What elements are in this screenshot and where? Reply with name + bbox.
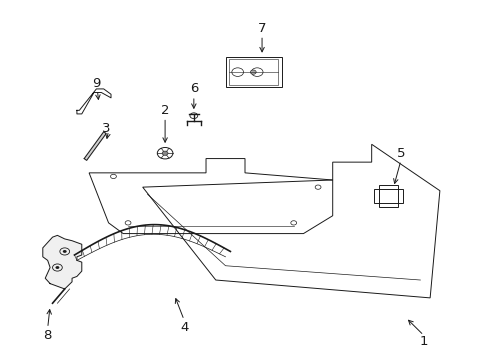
Text: 4: 4 — [180, 321, 188, 334]
Circle shape — [162, 151, 168, 156]
Bar — [229, 59, 278, 85]
Text: 1: 1 — [419, 335, 428, 348]
Polygon shape — [43, 235, 82, 289]
Text: 3: 3 — [102, 122, 110, 135]
Text: 5: 5 — [397, 147, 405, 160]
Text: 8: 8 — [44, 329, 52, 342]
Text: 2: 2 — [161, 104, 170, 117]
Text: 9: 9 — [92, 77, 100, 90]
Bar — [225, 57, 282, 87]
Circle shape — [55, 266, 59, 269]
Text: 7: 7 — [258, 22, 266, 35]
Circle shape — [63, 250, 67, 253]
Polygon shape — [84, 132, 106, 160]
Circle shape — [250, 70, 256, 74]
Text: 6: 6 — [190, 82, 198, 95]
